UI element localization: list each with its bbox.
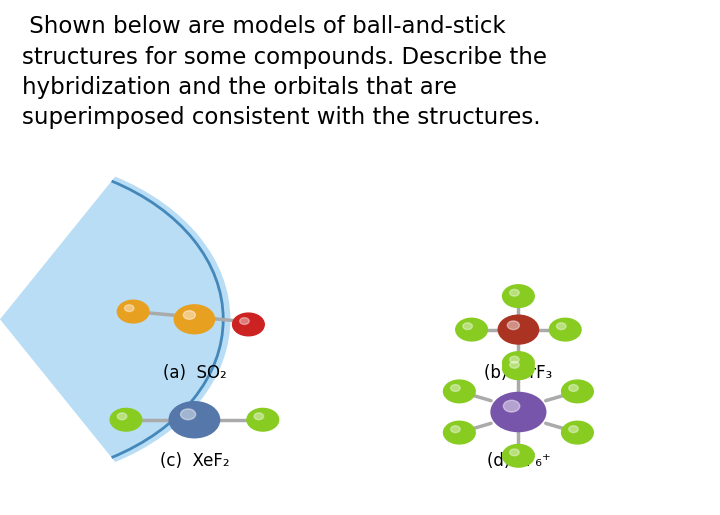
Circle shape	[169, 402, 220, 438]
Circle shape	[444, 380, 475, 403]
Circle shape	[451, 385, 460, 391]
Circle shape	[510, 449, 519, 456]
Text: (c)  XeF₂: (c) XeF₂	[160, 452, 229, 470]
Circle shape	[463, 323, 472, 330]
Circle shape	[562, 380, 593, 403]
Circle shape	[125, 305, 134, 312]
Circle shape	[184, 311, 195, 319]
Circle shape	[510, 289, 519, 296]
Circle shape	[510, 356, 519, 363]
Circle shape	[562, 421, 593, 444]
Circle shape	[451, 426, 460, 433]
Circle shape	[254, 413, 264, 420]
Wedge shape	[0, 177, 230, 462]
Circle shape	[491, 392, 546, 432]
Circle shape	[174, 305, 215, 334]
Circle shape	[569, 385, 578, 391]
Circle shape	[456, 318, 487, 341]
Circle shape	[247, 408, 279, 431]
Circle shape	[444, 421, 475, 444]
Circle shape	[240, 318, 249, 324]
Circle shape	[181, 409, 196, 420]
Text: Shown below are models of ball-and-stick
structures for some compounds. Describe: Shown below are models of ball-and-stick…	[22, 15, 546, 129]
Text: (b)  BrF₃: (b) BrF₃	[485, 365, 552, 382]
Text: (a)  SO₂: (a) SO₂	[163, 365, 226, 382]
Circle shape	[503, 444, 534, 467]
Circle shape	[503, 400, 520, 412]
Circle shape	[549, 318, 581, 341]
Circle shape	[557, 323, 566, 330]
Circle shape	[117, 413, 127, 420]
Circle shape	[117, 300, 149, 323]
Circle shape	[503, 285, 534, 307]
Circle shape	[498, 315, 539, 344]
Circle shape	[233, 313, 264, 336]
Circle shape	[569, 426, 578, 433]
Circle shape	[510, 362, 519, 368]
Circle shape	[508, 321, 519, 330]
Circle shape	[503, 352, 534, 374]
Text: (d)  IF₆⁺: (d) IF₆⁺	[487, 452, 550, 470]
Circle shape	[503, 357, 534, 380]
Circle shape	[110, 408, 142, 431]
